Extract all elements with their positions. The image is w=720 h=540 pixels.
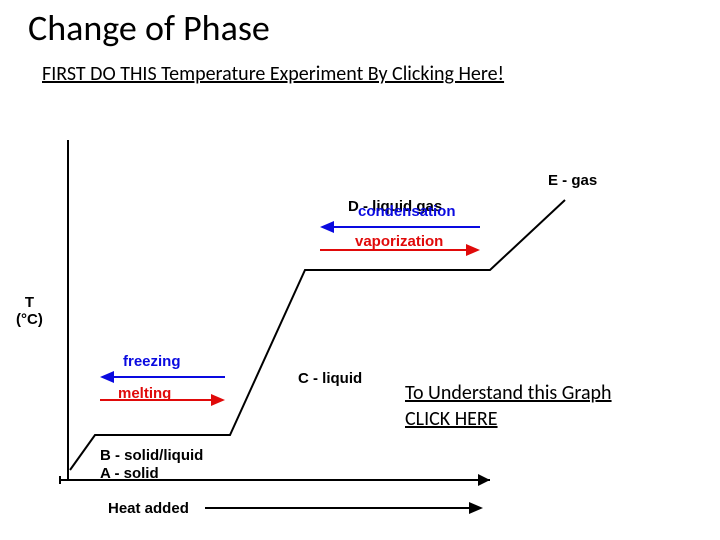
segment-b: B - solid/liquid xyxy=(100,447,203,464)
x-axis-label: Heat added xyxy=(108,500,189,517)
condensation-label: condensation xyxy=(358,203,456,220)
understand-graph-link[interactable]: To Understand this Graph CLICK HERE xyxy=(405,380,612,432)
y-axis-unit: (°C) xyxy=(16,311,43,328)
segment-c: C - liquid xyxy=(298,370,362,387)
phase-diagram: T (°C) Heat added A - solid B - solid/li… xyxy=(0,100,720,530)
segment-a: A - solid xyxy=(100,465,159,482)
segment-e: E - gas xyxy=(548,172,597,189)
link2-line1: To Understand this Graph xyxy=(405,381,612,405)
experiment-link[interactable]: FIRST DO THIS Temperature Experiment By … xyxy=(42,62,504,86)
page-title: Change of Phase xyxy=(28,6,270,50)
y-axis-label: T (°C) xyxy=(16,295,43,328)
link2-line2: CLICK HERE xyxy=(405,407,498,431)
vaporization-label: vaporization xyxy=(355,233,443,250)
freezing-label: freezing xyxy=(123,353,181,370)
melting-label: melting xyxy=(118,385,171,402)
y-axis-t: T xyxy=(25,294,34,311)
